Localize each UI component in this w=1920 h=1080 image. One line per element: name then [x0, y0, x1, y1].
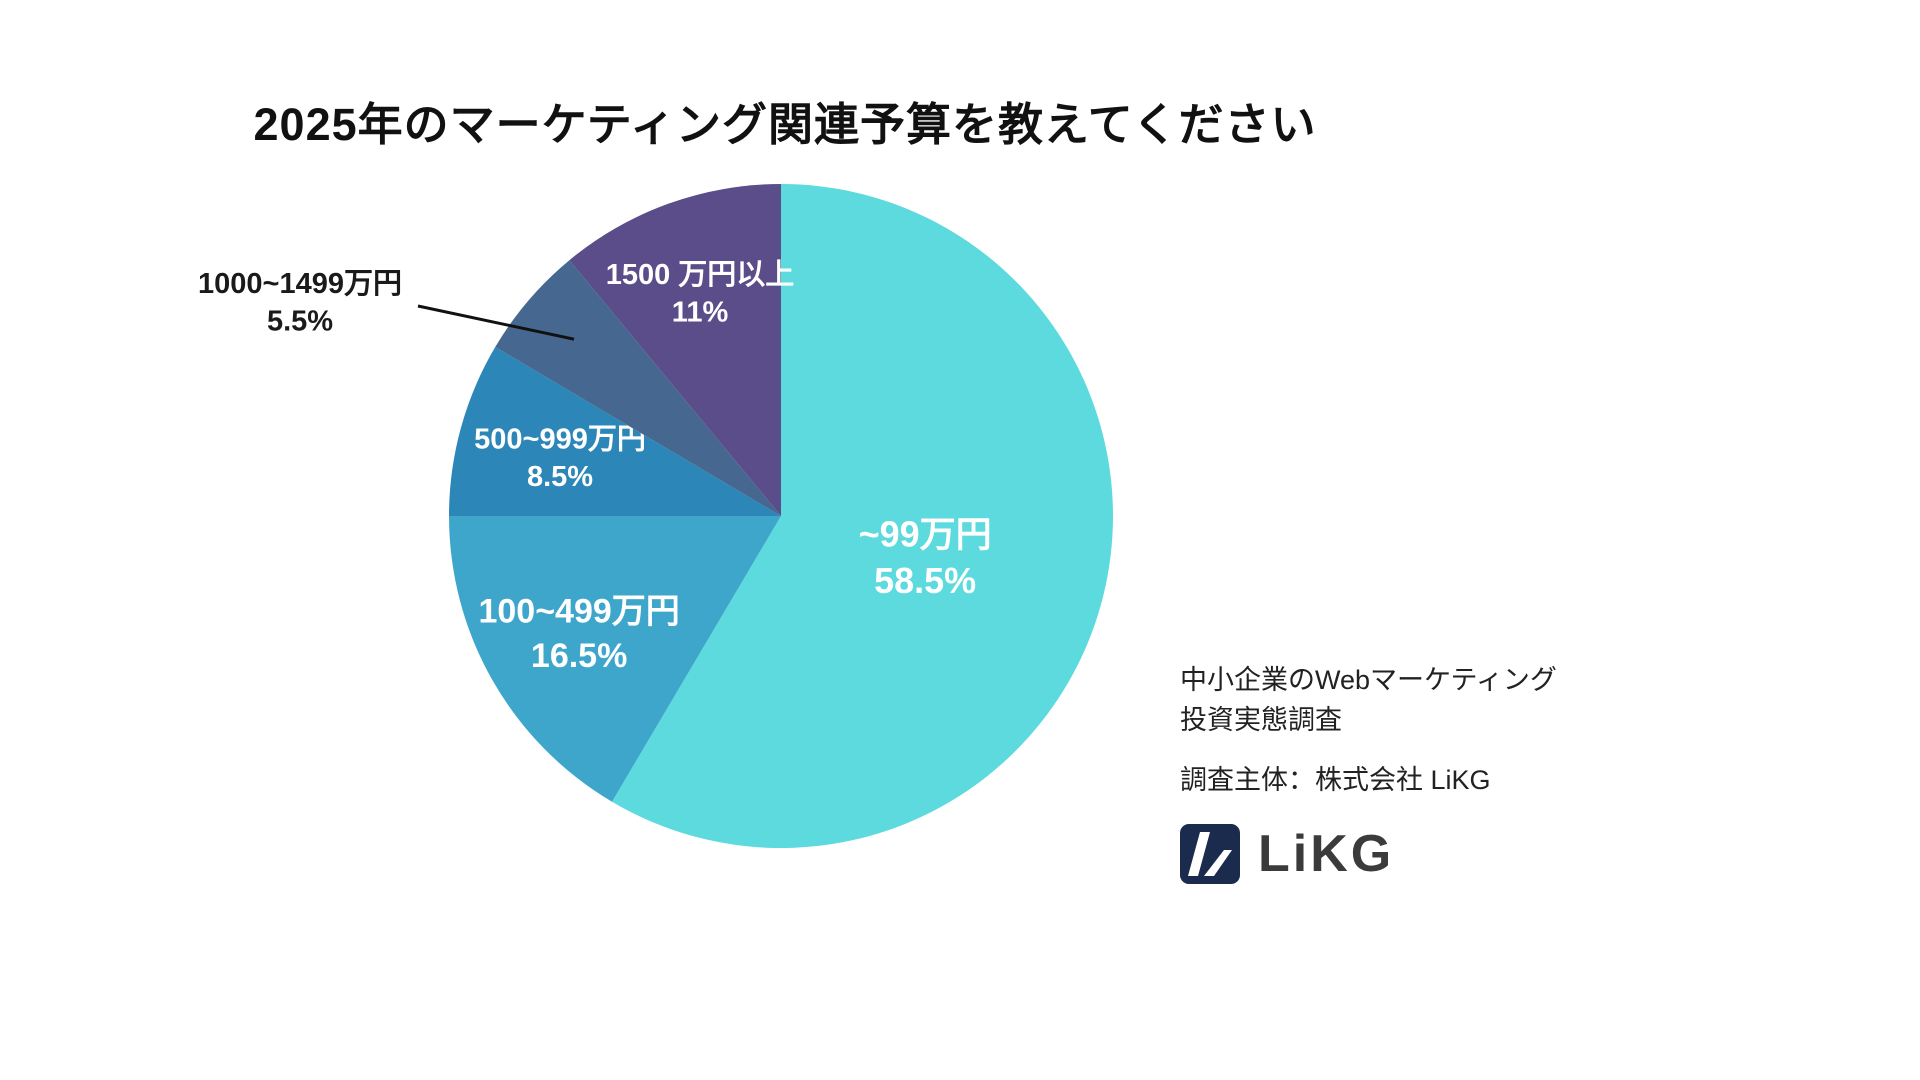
- slice-label-2: 500~999万円 8.5%: [474, 423, 646, 493]
- likg-logo-icon: [1180, 824, 1240, 884]
- leader-line-3: [417, 304, 575, 341]
- survey-credit: 調査主体：株式会社 LiKG: [1180, 765, 1491, 795]
- slice-label-0: ~99万円 58.5%: [859, 513, 992, 601]
- pie-slice-2: [449, 347, 781, 516]
- pie-slice-1: [449, 516, 781, 802]
- slice-label-3: 1000~1499万円 5.5%: [198, 268, 402, 338]
- slice-label-1: 100~499万円 16.5%: [478, 593, 679, 675]
- pie-slice-0: [612, 184, 1113, 848]
- pie-slice-3: [495, 260, 781, 516]
- pie-slice-4: [569, 184, 781, 516]
- survey-title-line1: 中小企業のWebマーケティング: [1180, 665, 1557, 695]
- logo-row: LiKG: [1180, 824, 1600, 884]
- footer-block: 中小企業のWebマーケティング 投資実態調査 調査主体：株式会社 LiKG Li…: [1180, 660, 1600, 884]
- logo-text: LiKG: [1258, 825, 1395, 883]
- survey-title-line2: 投資実態調査: [1180, 705, 1342, 735]
- slice-label-4: 1500 万円以上 11%: [606, 258, 795, 329]
- chart-title: 2025年のマーケティング関連予算を教えてください: [253, 99, 1317, 150]
